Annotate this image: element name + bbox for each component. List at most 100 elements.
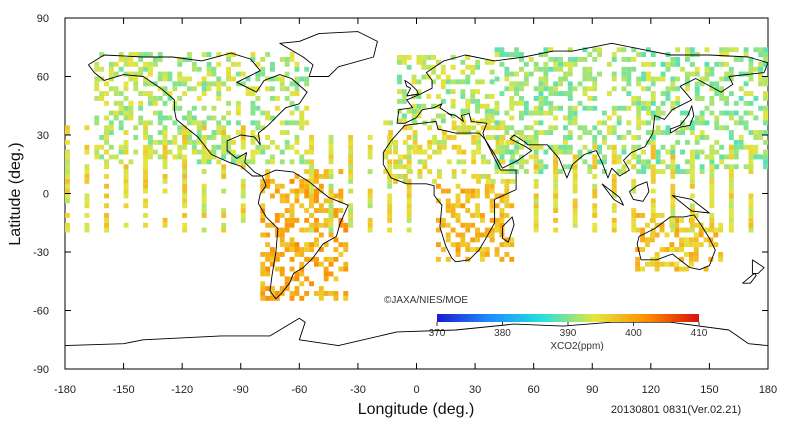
- xco2-cell: [460, 222, 466, 228]
- xco2-cell: [471, 174, 477, 179]
- xco2-cell: [294, 252, 300, 257]
- xco2-cell: [206, 61, 212, 67]
- xco2-cell: [143, 174, 148, 179]
- xco2-cell: [494, 159, 500, 165]
- xco2-cell: [748, 61, 754, 67]
- xco2-cell: [397, 164, 403, 170]
- xco2-cell: [494, 76, 500, 82]
- xco2-cell: [323, 217, 329, 223]
- xco2-cell: [489, 69, 495, 75]
- xco2-cell: [338, 198, 344, 204]
- xco2-cell: [182, 81, 188, 87]
- xco2-cell: [255, 61, 261, 67]
- xco2-cell: [611, 57, 617, 62]
- xco2-cell: [206, 71, 212, 77]
- xco2-cell: [475, 203, 480, 209]
- xco2-cell: [728, 135, 734, 140]
- coastline-japan: [669, 105, 695, 134]
- xco2-cell: [177, 130, 183, 135]
- xco2-cell: [148, 154, 153, 160]
- xco2-cell: [182, 159, 188, 165]
- xco2-cell: [484, 193, 490, 199]
- xco2-cell: [460, 59, 466, 65]
- xco2-cell: [387, 144, 393, 150]
- xco2-cell: [650, 144, 656, 150]
- xco2-cell: [510, 135, 516, 140]
- xco2-cell: [675, 130, 681, 135]
- xco2-cell: [650, 164, 656, 170]
- xco2-cell: [709, 159, 715, 165]
- xco2-cell: [231, 61, 236, 67]
- xco2-cell: [484, 232, 490, 238]
- xco2-cell: [450, 213, 456, 218]
- xco2-cell: [294, 286, 300, 291]
- xco2-cell: [284, 247, 290, 252]
- coastline-nz-south: [742, 273, 757, 284]
- xco2-cell: [387, 198, 393, 204]
- xco2-cell: [367, 144, 373, 150]
- xco2-cell: [182, 188, 188, 194]
- y-tick-label: -90: [33, 364, 49, 376]
- xco2-cell: [679, 227, 684, 233]
- xco2-cell: [490, 135, 496, 140]
- xco2-cell: [436, 183, 441, 189]
- xco2-cell: [182, 213, 188, 218]
- xco2-cell: [500, 135, 506, 140]
- xco2-cell: [514, 47, 519, 53]
- xco2-cell: [436, 74, 441, 80]
- xco2-cell: [279, 271, 285, 277]
- xco2-cell: [597, 120, 602, 126]
- xco2-cell: [631, 66, 637, 72]
- xco2-cell: [704, 135, 710, 140]
- xco2-cell: [461, 159, 467, 165]
- xco2-cell: [563, 135, 568, 140]
- xco2-cell: [260, 295, 266, 301]
- xco2-cell: [728, 76, 734, 82]
- xco2-cell: [587, 71, 593, 77]
- colorbar-tick-label: 410: [691, 328, 708, 339]
- xco2-cell: [240, 208, 246, 213]
- xco2-cell: [758, 61, 764, 67]
- xco2-cell: [505, 169, 511, 174]
- xco2-cell: [265, 222, 271, 228]
- xco2-cell: [250, 120, 256, 126]
- xco2-cell: [631, 144, 637, 150]
- xco2-cell: [94, 66, 100, 72]
- xco2-cell: [475, 108, 480, 114]
- xco2-cell: [118, 149, 124, 155]
- xco2-cell: [65, 139, 70, 145]
- xco2-cell: [670, 213, 676, 218]
- xco2-cell: [143, 61, 148, 67]
- xco2-cell: [499, 47, 505, 53]
- xco2-cell: [538, 52, 544, 57]
- xco2-cell: [216, 144, 222, 150]
- xco2-cell: [99, 52, 105, 57]
- xco2-cell: [343, 266, 349, 272]
- xco2-cell: [718, 252, 724, 257]
- xco2-cell: [294, 291, 300, 296]
- xco2-cell: [328, 256, 334, 262]
- xco2-cell: [733, 100, 739, 106]
- xco2-cell: [460, 79, 466, 85]
- xco2-cell: [709, 188, 715, 194]
- xco2-cell: [235, 159, 241, 165]
- xco2-cell: [451, 120, 457, 126]
- y-tick-label: 30: [37, 130, 49, 142]
- xco2-cell: [270, 286, 275, 291]
- xco2-cell: [343, 242, 349, 248]
- xco2-cell: [240, 213, 246, 218]
- xco2-cell: [650, 52, 656, 57]
- xco2-cell: [519, 115, 524, 121]
- xco2-cell: [421, 55, 427, 60]
- xco2-cell: [143, 149, 148, 155]
- xco2-cell: [108, 76, 114, 82]
- xco2-cell: [201, 227, 207, 233]
- xco2-cell: [694, 139, 700, 145]
- xco2-cell: [753, 130, 759, 135]
- xco2-cell: [606, 130, 612, 135]
- xco2-cell: [538, 100, 544, 106]
- xco2-cell: [123, 61, 129, 67]
- xco2-cell: [538, 144, 544, 150]
- xco2-cell: [533, 110, 539, 116]
- xco2-cell: [636, 154, 642, 160]
